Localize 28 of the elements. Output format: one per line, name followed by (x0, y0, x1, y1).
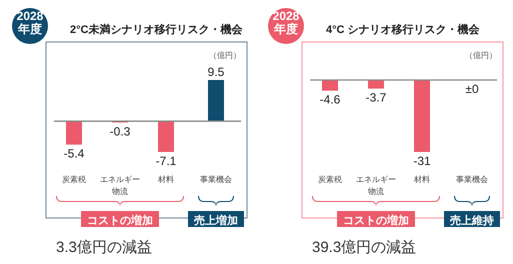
text: 売上維持 (450, 214, 494, 227)
x-tick-label: 事業機会 (456, 175, 488, 184)
chart-title: 2°C未満シナリオ移行リスク・機会 (70, 23, 244, 36)
text: 3.3億円の減益 (56, 239, 152, 256)
data-label: 9.5 (208, 65, 225, 79)
text: コストの増加 (87, 214, 153, 227)
chart-subtitle: 2028 年度 (16, 9, 44, 36)
x-tick-label: 事業機会 (200, 175, 232, 184)
text: 39.3億円の減益 (312, 239, 416, 256)
x-tick-label: 炭素税 (62, 175, 86, 184)
text: コストの増加 (343, 214, 409, 227)
data-label: -5.4 (64, 146, 85, 161)
x-tick-label: 炭素税 (318, 175, 342, 184)
x-tick-label: エネルギー物流 (356, 175, 396, 196)
x-tick-label: 材料 (157, 175, 174, 184)
text: （億円） (465, 51, 497, 60)
chart-title: 4°C シナリオ移行リスク・機会 (326, 23, 481, 36)
data-label: -31 (413, 154, 431, 168)
text: 売上増加 (194, 214, 238, 227)
x-tick-label: 材料 (413, 175, 430, 184)
data-label: -3.7 (366, 90, 387, 105)
data-label: -7.1 (156, 154, 177, 168)
data-label: ±0 (465, 82, 479, 96)
chart-subtitle: 2028 年度 (272, 9, 300, 36)
text: （億円） (209, 51, 241, 60)
data-label: -0.3 (110, 124, 131, 139)
data-label: -4.6 (320, 92, 341, 107)
x-tick-label: エネルギー物流 (100, 175, 140, 196)
